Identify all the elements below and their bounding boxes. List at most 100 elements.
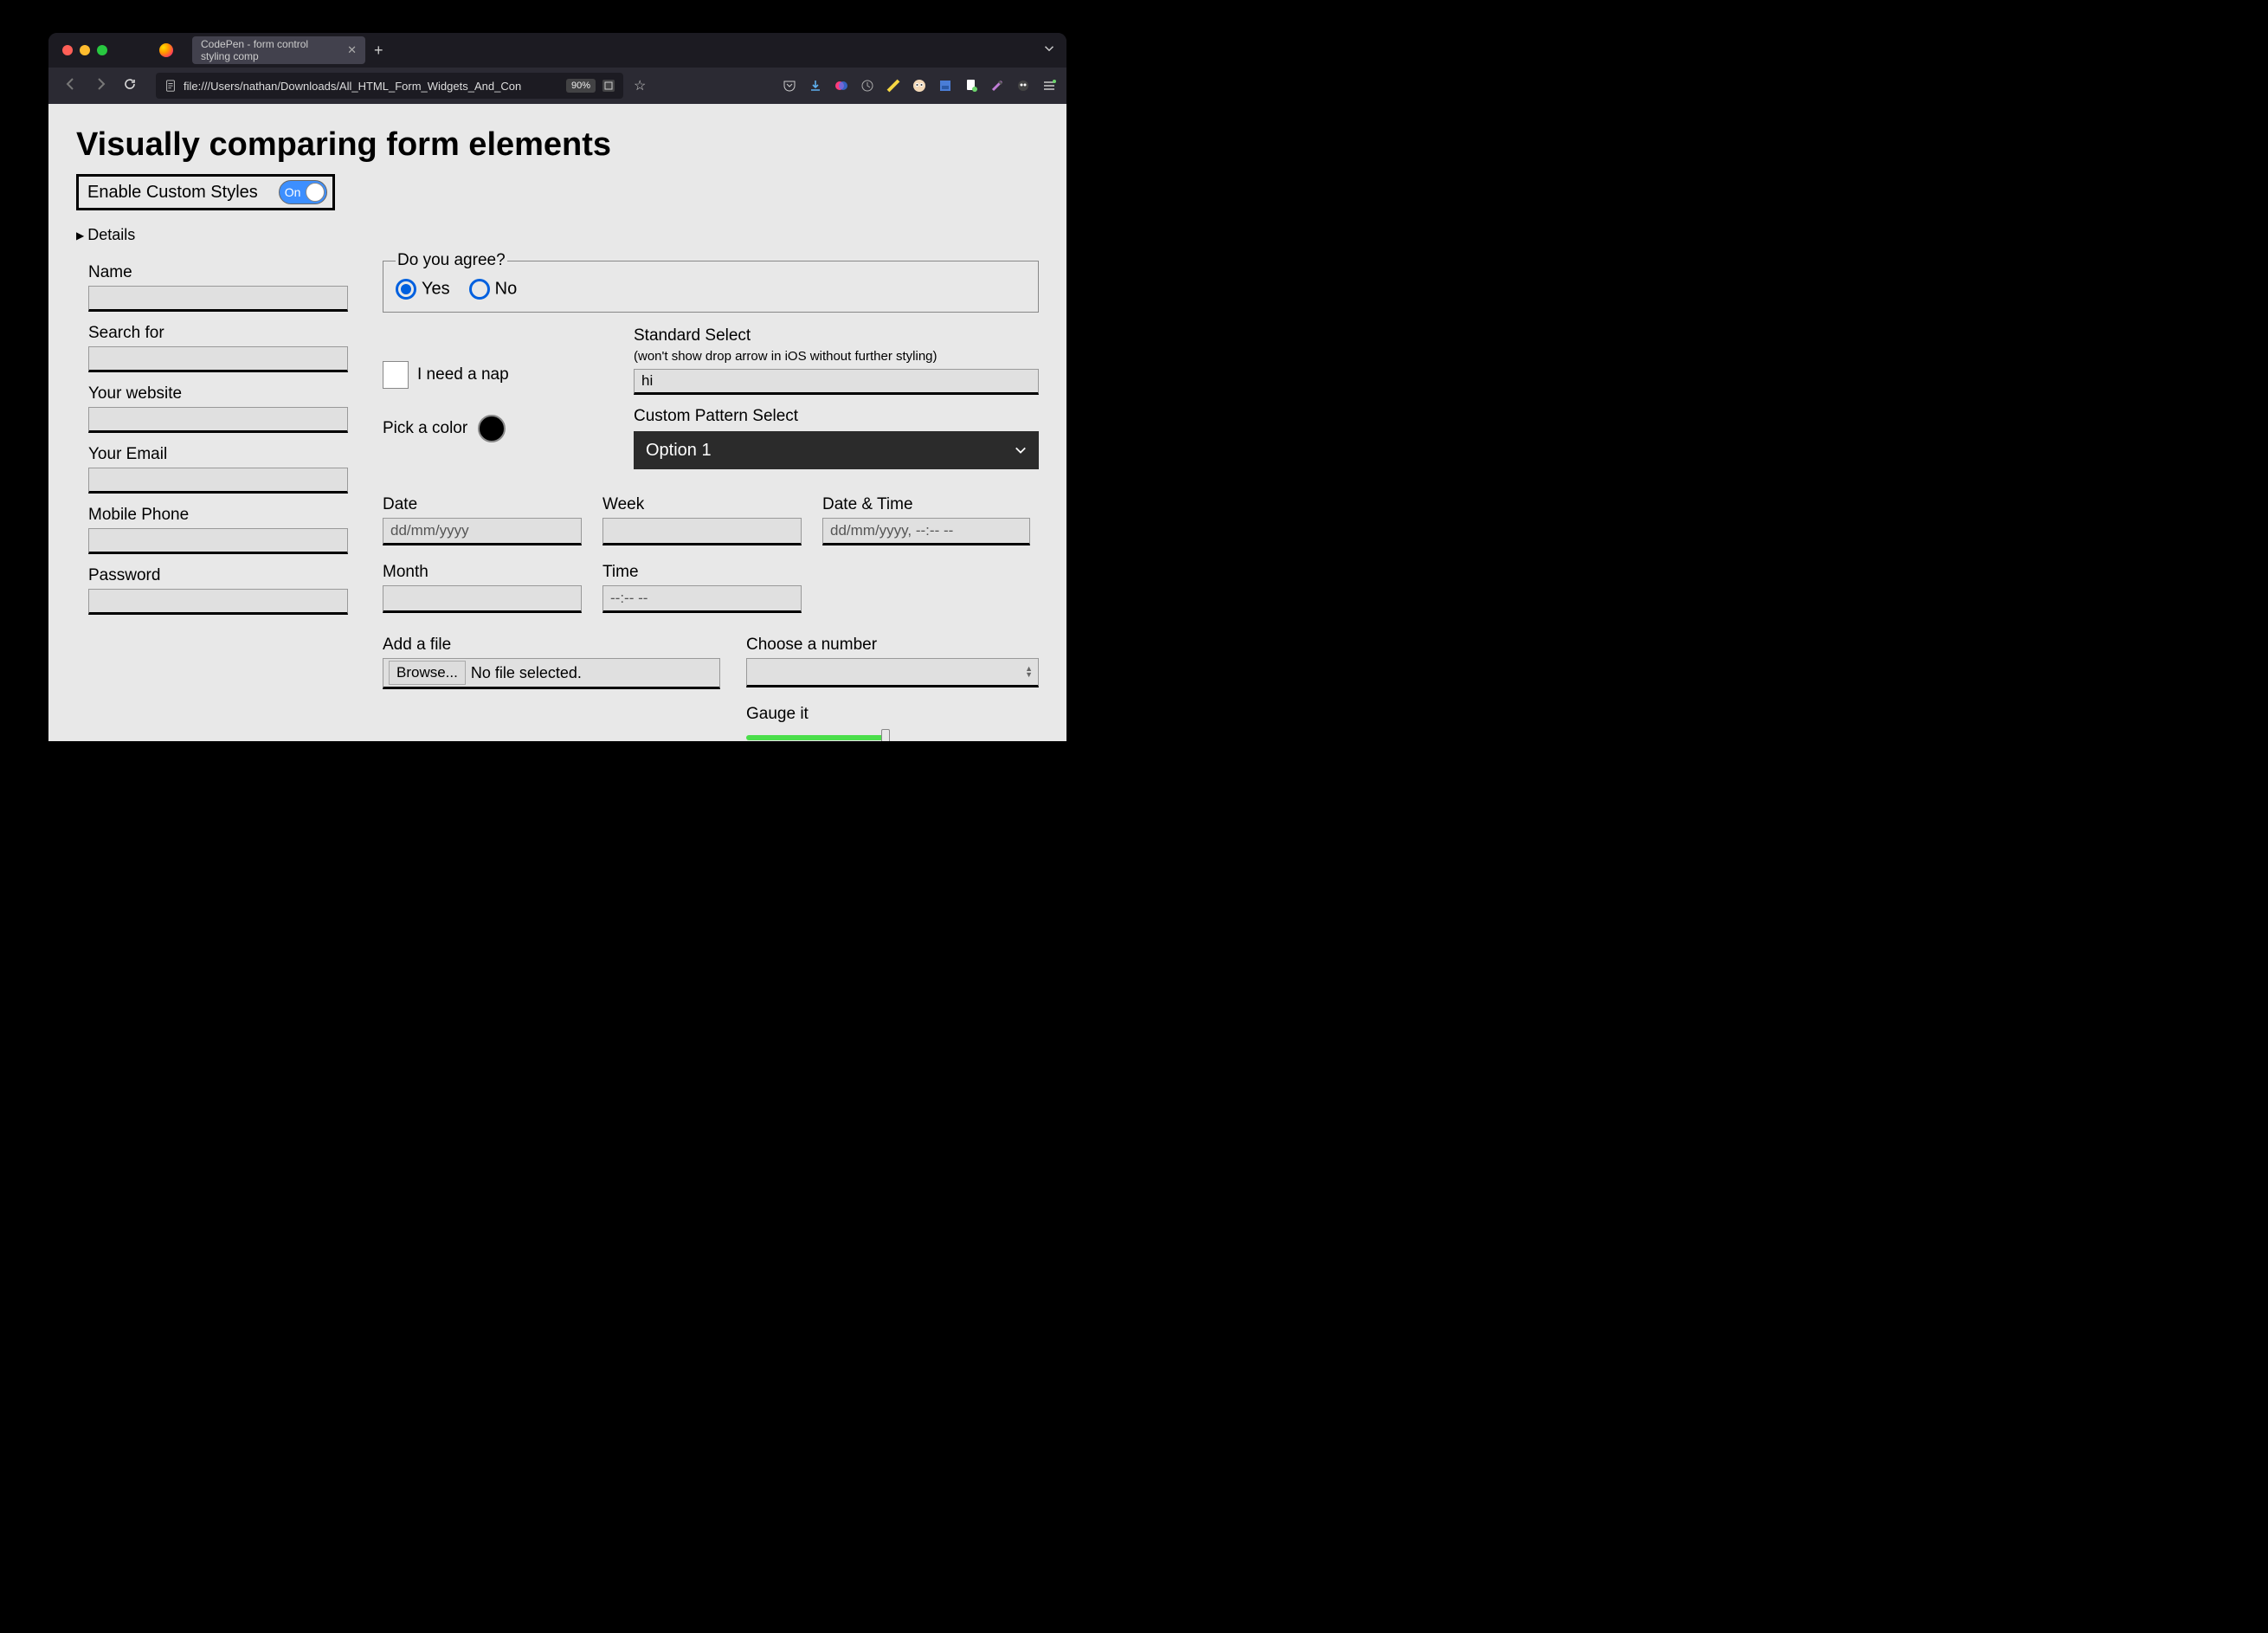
extension-icon-2[interactable]: [860, 79, 874, 93]
tabs-dropdown-button[interactable]: [1044, 42, 1054, 58]
extension-icon-1[interactable]: [834, 79, 848, 93]
browser-tab[interactable]: CodePen - form control styling comp ✕: [192, 36, 365, 64]
password-field: Password: [88, 566, 348, 615]
number-area: Choose a number ▲▼ Gauge it: [746, 636, 1039, 741]
extension-icon-8[interactable]: [1016, 79, 1030, 93]
radio-no-icon: [469, 279, 490, 300]
color-label: Pick a color: [383, 419, 467, 438]
radio-group: Yes No: [396, 279, 1026, 300]
email-input[interactable]: [88, 468, 348, 494]
datetime-field: Date & Timedd/mm/yyyy, --:-- --: [822, 495, 1030, 545]
left-column: Name Search for Your website Your Email …: [88, 251, 348, 741]
file-status: No file selected.: [471, 664, 582, 682]
date-placeholder: dd/mm/yyyy: [390, 522, 469, 539]
mid-row: I need a nap Pick a color Standard Selec…: [383, 326, 1039, 469]
browse-button[interactable]: Browse...: [389, 661, 466, 685]
gauge-label: Gauge it: [746, 705, 1039, 724]
extension-icon-3[interactable]: [886, 79, 900, 93]
date-input[interactable]: dd/mm/yyyy: [383, 518, 582, 545]
nap-checkbox-row: I need a nap: [383, 361, 608, 389]
slider-track: [746, 735, 885, 740]
website-label: Your website: [88, 384, 348, 403]
time-field: Time --:-- --: [602, 563, 802, 613]
extension-icon-5[interactable]: [938, 79, 952, 93]
window-controls: [62, 45, 107, 55]
reader-mode-icon[interactable]: [602, 80, 615, 92]
nap-checkbox[interactable]: [383, 361, 409, 389]
month-field: Month: [383, 563, 582, 613]
email-field: Your Email: [88, 445, 348, 494]
search-label: Search for: [88, 324, 348, 343]
range-slider[interactable]: [746, 731, 1039, 741]
extension-icon-6[interactable]: [964, 79, 978, 93]
toggle-label: Enable Custom Styles: [87, 183, 258, 203]
new-tab-button[interactable]: +: [374, 42, 383, 60]
number-input[interactable]: ▲▼: [746, 658, 1039, 687]
date-field: Date dd/mm/yyyy: [383, 495, 582, 545]
time-input[interactable]: --:-- --: [602, 585, 802, 613]
password-input[interactable]: [88, 589, 348, 615]
website-input[interactable]: [88, 407, 348, 433]
toggle-knob: [306, 183, 325, 202]
chevron-down-icon: [1044, 43, 1054, 54]
forward-button[interactable]: [88, 77, 113, 95]
name-input[interactable]: [88, 286, 348, 312]
color-row: Pick a color: [383, 415, 608, 442]
file-input[interactable]: Browse... No file selected.: [383, 658, 720, 689]
extension-icon-4[interactable]: [912, 79, 926, 93]
maximize-window-icon[interactable]: [97, 45, 107, 55]
url-bar[interactable]: file:///Users/nathan/Downloads/All_HTML_…: [156, 73, 623, 99]
date-grid: Date dd/mm/yyyy Week Date & Timedd/mm/yyy…: [383, 495, 1039, 613]
color-input[interactable]: [478, 415, 506, 442]
file-area: Add a file Browse... No file selected.: [383, 636, 720, 741]
custom-select-label: Custom Pattern Select: [634, 407, 1039, 426]
close-tab-icon[interactable]: ✕: [347, 43, 357, 57]
password-label: Password: [88, 566, 348, 585]
radio-yes-option[interactable]: Yes: [396, 279, 450, 300]
styles-toggle-container: Enable Custom Styles On: [76, 174, 335, 210]
custom-select[interactable]: Option 1: [634, 431, 1039, 469]
date-label: Date: [383, 495, 582, 514]
mid-left: I need a nap Pick a color: [383, 326, 608, 469]
datetime-input[interactable]: dd/mm/yyyy, --:-- --: [822, 518, 1030, 545]
disclosure-triangle-icon: ▶: [76, 229, 84, 242]
month-input[interactable]: [383, 585, 582, 613]
name-label: Name: [88, 263, 348, 282]
week-label: Week: [602, 495, 802, 514]
name-field: Name: [88, 263, 348, 312]
datetime-placeholder: dd/mm/yyyy, --:-- --: [830, 522, 953, 539]
week-input[interactable]: [602, 518, 802, 545]
search-input[interactable]: [88, 346, 348, 372]
zoom-badge[interactable]: 90%: [566, 79, 596, 93]
standard-select[interactable]: hi: [634, 369, 1039, 395]
phone-label: Mobile Phone: [88, 506, 348, 525]
form-area: Name Search for Your website Your Email …: [76, 251, 1039, 741]
radio-no-label: No: [495, 279, 518, 298]
phone-input[interactable]: [88, 528, 348, 554]
styles-toggle-switch[interactable]: On: [279, 180, 327, 204]
phone-field: Mobile Phone: [88, 506, 348, 554]
details-label: Details: [87, 226, 135, 244]
radio-no-option[interactable]: No: [469, 279, 518, 300]
slider-thumb[interactable]: [881, 729, 890, 741]
tab-title: CodePen - form control styling comp: [201, 38, 340, 62]
time-label: Time: [602, 563, 802, 582]
custom-select-value: Option 1: [646, 441, 712, 461]
back-button[interactable]: [59, 77, 83, 95]
radio-yes-label: Yes: [422, 279, 450, 298]
pocket-icon[interactable]: [783, 79, 796, 93]
number-stepper-icon[interactable]: ▲▼: [1025, 666, 1033, 678]
reload-button[interactable]: [118, 77, 142, 95]
minimize-window-icon[interactable]: [80, 45, 90, 55]
month-label: Month: [383, 563, 582, 582]
std-select-value: hi: [641, 372, 653, 390]
download-icon[interactable]: [809, 79, 822, 93]
hamburger-menu-icon[interactable]: [1042, 79, 1056, 93]
website-field: Your website: [88, 384, 348, 433]
bookmark-star-icon[interactable]: ☆: [634, 77, 646, 94]
close-window-icon[interactable]: [62, 45, 73, 55]
browser-window: CodePen - form control styling comp ✕ + …: [48, 33, 1066, 741]
details-disclosure[interactable]: ▶ Details: [76, 226, 1039, 244]
extension-icon-7[interactable]: [990, 79, 1004, 93]
email-label: Your Email: [88, 445, 348, 464]
